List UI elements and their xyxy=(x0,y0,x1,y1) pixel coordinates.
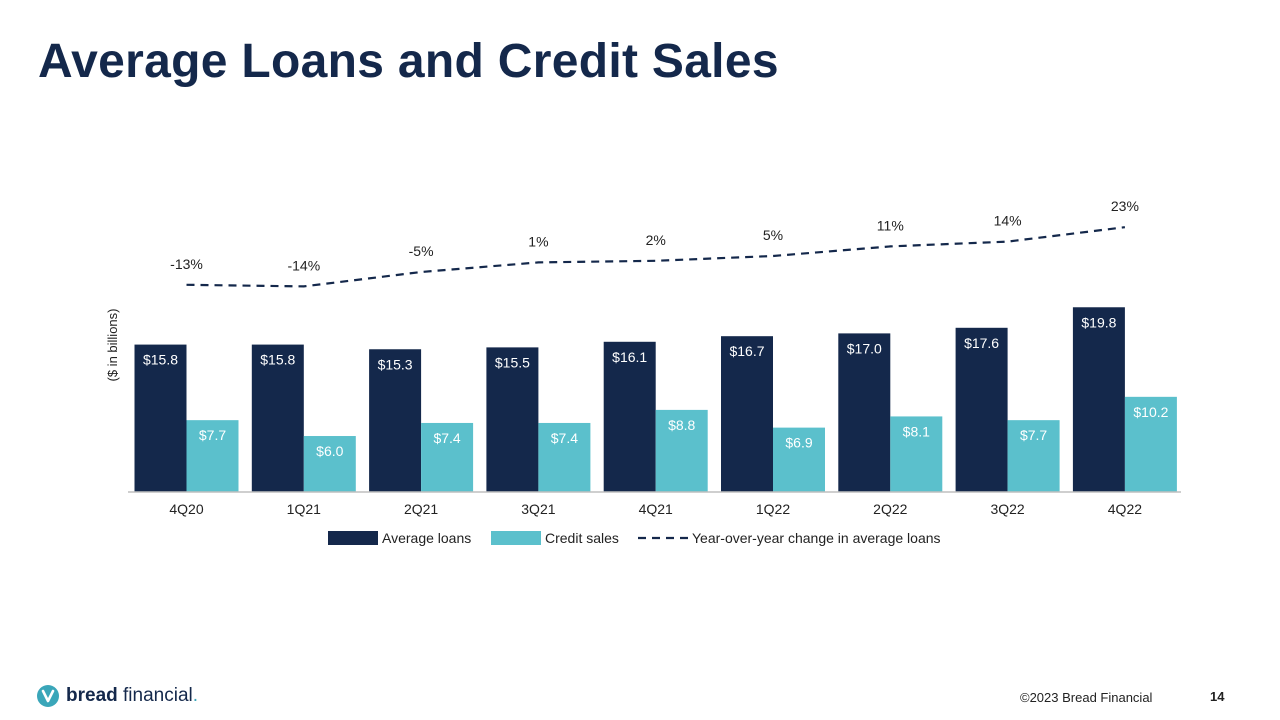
yoy-change-data-label: -14% xyxy=(287,257,320,273)
x-tick-label: 3Q22 xyxy=(990,501,1024,517)
average-loans-data-label: $15.3 xyxy=(378,356,413,372)
bread-logo-icon xyxy=(37,685,59,707)
yoy-change-data-label: 2% xyxy=(646,232,666,248)
average-loans-data-label: $17.6 xyxy=(964,335,999,351)
average-loans-data-label: $19.8 xyxy=(1081,314,1116,330)
slide-title: Average Loans and Credit Sales xyxy=(38,35,779,88)
x-tick-label: 3Q21 xyxy=(521,501,555,517)
credit-sales-bar xyxy=(1007,420,1060,492)
x-tick-label: 2Q21 xyxy=(404,501,438,517)
average-loans-bar xyxy=(955,327,1008,492)
copyright-text: ©2023 Bread Financial xyxy=(1020,690,1153,705)
average-loans-bar xyxy=(369,349,422,492)
yoy-change-series: -13% -14% -5% 1% 2% 5% 11% 14% 23% xyxy=(170,198,1139,288)
credit-sales-data-label: $7.4 xyxy=(551,430,578,446)
yoy-change-data-label: 5% xyxy=(763,227,783,243)
legend-swatch-average-loans xyxy=(328,531,378,545)
credit-sales-data-label: $6.9 xyxy=(785,435,812,451)
legend-label-credit-sales: Credit sales xyxy=(545,530,619,546)
credit-sales-data-label: $8.1 xyxy=(903,423,930,439)
legend-item-yoy-change: Year-over-year change in average loans xyxy=(638,530,941,546)
chart-legend: Average loans Credit sales Year-over-year … xyxy=(328,530,941,546)
x-tick-label: 4Q22 xyxy=(1108,501,1142,517)
credit-sales-data-label: $8.8 xyxy=(668,417,695,433)
page-number: 14 xyxy=(1210,689,1225,704)
legend-label-yoy-change: Year-over-year change in average loans xyxy=(692,530,941,546)
yoy-change-data-label: 11% xyxy=(877,217,904,233)
x-tick-label: 4Q20 xyxy=(169,501,203,517)
credit-sales-bar xyxy=(655,409,708,492)
x-tick-label: 1Q22 xyxy=(756,501,790,517)
credit-sales-data-label: $7.7 xyxy=(199,427,226,443)
average-loans-bar xyxy=(838,333,891,492)
yoy-change-data-label: -5% xyxy=(409,243,434,259)
average-loans-data-label: $16.1 xyxy=(612,349,647,365)
credit-sales-bar xyxy=(1124,396,1177,492)
yoy-change-line xyxy=(186,226,1126,288)
credit-sales-bar xyxy=(890,416,943,492)
average-loans-data-label: $15.8 xyxy=(260,352,295,368)
brand-logo: bread financial. xyxy=(36,683,198,709)
yoy-change-data-label: 23% xyxy=(1111,198,1139,214)
x-tick-label: 1Q21 xyxy=(287,501,321,517)
credit-sales-data-label: $6.0 xyxy=(316,443,343,459)
average-loans-bar xyxy=(603,341,656,492)
legend-label-average-loans: Average loans xyxy=(382,530,471,546)
credit-sales-data-label: $10.2 xyxy=(1133,404,1168,420)
yoy-change-data-label: 14% xyxy=(994,213,1022,229)
x-tick-label: 2Q22 xyxy=(873,501,907,517)
credit-sales-bar xyxy=(421,422,474,492)
legend-swatch-credit-sales xyxy=(491,531,541,545)
legend-item-average-loans: Average loans xyxy=(328,530,471,546)
average-loans-bar xyxy=(1072,307,1125,492)
x-tick-labels: 4Q20 1Q21 2Q21 3Q21 4Q21 1Q22 2Q22 3Q22 4Q22 xyxy=(169,501,1142,517)
credit-sales-data-label: $7.4 xyxy=(433,430,460,446)
credit-sales-bar xyxy=(186,420,239,492)
legend-item-credit-sales: Credit sales xyxy=(491,530,619,546)
average-loans-series: $15.8 $15.8 $15.3 $15.5 $16.1 $16.7 $17.0 $17.6… xyxy=(134,307,1125,492)
average-loans-data-label: $15.5 xyxy=(495,354,530,370)
brand-name: bread financial. xyxy=(66,685,199,706)
credit-sales-data-label: $7.7 xyxy=(1020,427,1047,443)
credit-sales-series: $7.7 $6.0 $7.4 $7.4 $8.8 $6.9 $8.1 $7.7 $10.2 xyxy=(186,396,1177,492)
average-loans-data-label: $16.7 xyxy=(729,343,764,359)
credit-sales-bar xyxy=(773,427,825,492)
yoy-change-data-label: -13% xyxy=(170,256,203,272)
average-loans-data-label: $15.8 xyxy=(143,352,178,368)
average-loans-bar xyxy=(134,344,187,492)
credit-sales-bar xyxy=(303,436,356,492)
x-tick-label: 4Q21 xyxy=(639,501,673,517)
average-loans-bar xyxy=(721,336,773,492)
average-loans-bar xyxy=(251,344,304,492)
y-axis-label: ($ in billions) xyxy=(105,309,120,382)
credit-sales-bar xyxy=(538,422,591,492)
yoy-change-data-label: 1% xyxy=(528,233,548,249)
average-loans-data-label: $17.0 xyxy=(847,340,882,356)
average-loans-bar xyxy=(486,347,539,492)
